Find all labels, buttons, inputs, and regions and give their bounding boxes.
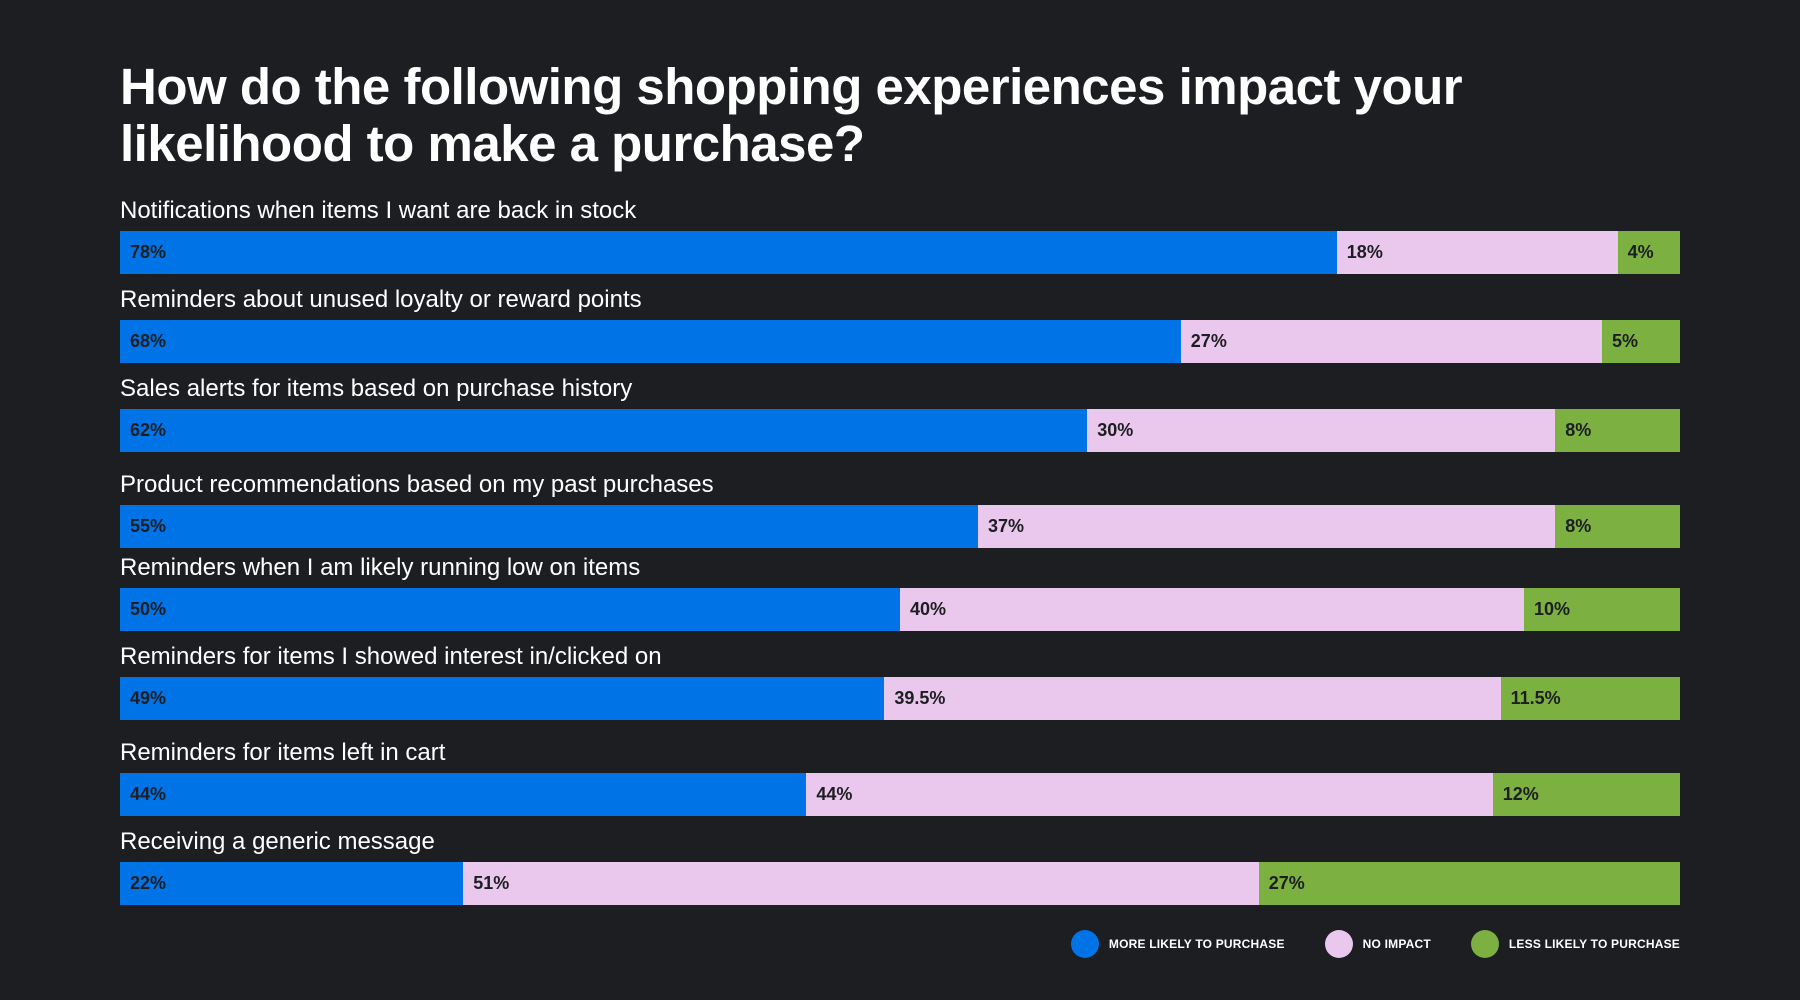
legend-label: LESS LIKELY TO PURCHASE [1508,937,1680,951]
row-label: Product recommendations based on my past… [120,471,714,498]
legend-item: LESS LIKELY TO PURCHASE [1470,930,1680,958]
more-likely-segment: 22% [120,862,464,905]
no-impact-dot [1324,930,1353,958]
no-impact-segment: 18% [1336,231,1618,274]
chart-title: How do the following shopping experience… [120,58,1463,172]
row-label: Reminders when I am likely running low o… [120,554,641,581]
row-label: Reminders about unused loyalty or reward… [120,286,642,313]
stacked-bar: 49% 39.5% 11.5% [120,677,1680,720]
more-likely-segment: 49% [120,677,885,720]
more-likely-segment: 50% [120,588,900,631]
less-likely-segment: 5% [1601,320,1680,363]
stacked-bar: 62% 30% 8% [120,409,1680,452]
no-impact-segment: 39.5% [884,677,1501,720]
less-likely-segment: 8% [1555,409,1680,452]
row-label: Sales alerts for items based on purchase… [120,375,633,402]
no-impact-segment: 27% [1180,320,1602,363]
no-impact-segment: 40% [900,588,1524,631]
row-label: Receiving a generic message [120,828,435,855]
no-impact-segment: 30% [1087,409,1556,452]
stacked-bar: 22% 51% 27% [120,862,1680,905]
less-likely-segment: 12% [1492,773,1680,816]
legend: MORE LIKELY TO PURCHASE NO IMPACT LESS LIK… [1070,930,1680,958]
row-label: Reminders for items left in cart [120,739,446,766]
stacked-bar: 50% 40% 10% [120,588,1680,631]
stacked-bar-chart: Notifications when items I want are back… [120,0,1680,1000]
legend-label: NO IMPACT [1362,937,1431,951]
legend-item: MORE LIKELY TO PURCHASE [1070,930,1285,958]
stacked-bar: 55% 37% 8% [120,505,1680,548]
more-likely-segment: 44% [120,773,807,816]
less-likely-segment: 27% [1258,862,1680,905]
no-impact-segment: 51% [463,862,1259,905]
row-label: Notifications when items I want are back… [120,197,637,224]
legend-label: MORE LIKELY TO PURCHASE [1108,937,1285,951]
row-label: Reminders for items I showed interest in… [120,643,662,670]
less-likely-segment: 10% [1524,588,1680,631]
less-likely-segment: 8% [1555,505,1680,548]
stacked-bar: 78% 18% 4% [120,231,1680,274]
no-impact-segment: 44% [806,773,1493,816]
legend-item: NO IMPACT [1324,930,1431,958]
less-likely-segment: 4% [1617,231,1680,274]
less-likely-dot [1470,930,1499,958]
more-likely-segment: 78% [120,231,1337,274]
stacked-bar: 68% 27% 5% [120,320,1680,363]
more-likely-dot [1070,930,1099,958]
more-likely-segment: 55% [120,505,978,548]
stacked-bar: 44% 44% 12% [120,773,1680,816]
less-likely-segment: 11.5% [1500,677,1680,720]
no-impact-segment: 37% [978,505,1556,548]
more-likely-segment: 62% [120,409,1088,452]
more-likely-segment: 68% [120,320,1181,363]
